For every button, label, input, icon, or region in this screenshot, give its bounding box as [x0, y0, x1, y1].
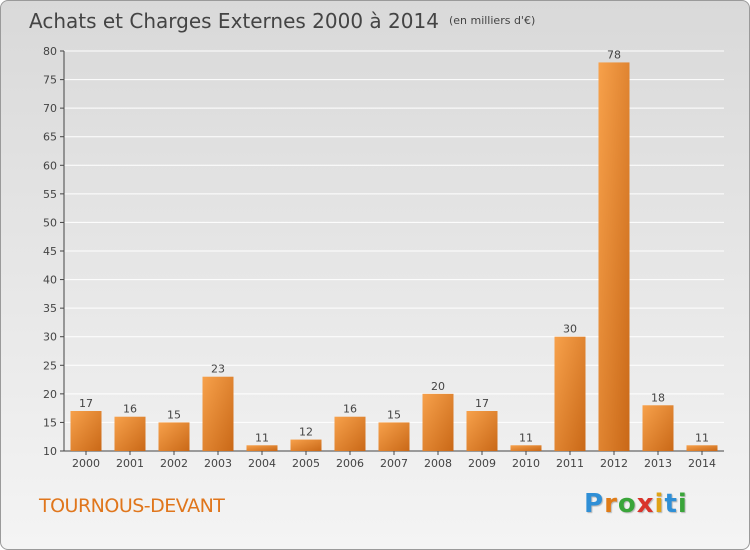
y-tick-label: 20 — [43, 388, 57, 401]
logo-letter: P — [584, 489, 605, 519]
logo-letter: x — [636, 489, 655, 519]
x-tick-label-2014: 2014 — [688, 457, 716, 470]
data-label-2008: 20 — [431, 380, 445, 393]
chart-subtitle: (en milliers d'€) — [448, 14, 536, 27]
y-tick-label: 60 — [43, 159, 57, 172]
y-tick-label: 55 — [43, 188, 57, 201]
bar-2013 — [642, 405, 674, 451]
data-label-2000: 17 — [79, 397, 93, 410]
bar-2007 — [378, 422, 410, 451]
logo-letter: t — [664, 489, 678, 519]
bar-2001 — [114, 416, 146, 451]
bars — [70, 62, 718, 452]
data-label-2010: 11 — [519, 431, 533, 444]
y-tick-label: 45 — [43, 245, 57, 258]
x-tick-label-2001: 2001 — [116, 457, 144, 470]
x-tick-label-2004: 2004 — [248, 457, 276, 470]
bar-2000 — [70, 411, 102, 451]
bar-2012 — [598, 62, 630, 452]
x-tick-label-2005: 2005 — [292, 457, 320, 470]
logo-letter: r — [604, 489, 618, 519]
x-tick-label-2009: 2009 — [468, 457, 496, 470]
y-tick-label: 25 — [43, 359, 57, 372]
logo-letter: i — [654, 489, 665, 519]
y-tick-label: 30 — [43, 331, 57, 344]
x-tick-label-2010: 2010 — [512, 457, 540, 470]
data-label-2007: 15 — [387, 408, 401, 421]
y-tick-label: 65 — [43, 131, 57, 144]
proxiti-logo: Proxiti — [584, 489, 688, 519]
y-tick-label: 15 — [43, 416, 57, 429]
y-tick-label: 80 — [43, 45, 57, 58]
data-label-2002: 15 — [167, 408, 181, 421]
x-tick-label-2002: 2002 — [160, 457, 188, 470]
bar-2014 — [686, 445, 718, 451]
data-label-2011: 30 — [563, 323, 577, 336]
bar-2009 — [466, 411, 498, 451]
data-label-2005: 12 — [299, 426, 313, 439]
x-tick-label-2012: 2012 — [600, 457, 628, 470]
y-tick-label: 50 — [43, 216, 57, 229]
y-tick-label: 35 — [43, 302, 57, 315]
data-label-2014: 11 — [695, 431, 709, 444]
data-label-2006: 16 — [343, 403, 357, 416]
data-label-2004: 11 — [255, 431, 269, 444]
data-label-2003: 23 — [211, 363, 225, 376]
x-tick-label-2013: 2013 — [644, 457, 672, 470]
logo-letter: i — [677, 489, 688, 519]
x-tick-label-2003: 2003 — [204, 457, 232, 470]
x-tick-label-2008: 2008 — [424, 457, 452, 470]
bar-2006 — [334, 416, 366, 451]
bar-2004 — [246, 445, 278, 451]
y-tick-label: 40 — [43, 274, 57, 287]
chart-title: Achats et Charges Externes 2000 à 2014 (e… — [29, 9, 535, 33]
x-tick-label-2011: 2011 — [556, 457, 584, 470]
bar-2003 — [202, 376, 234, 451]
bar-2008 — [422, 393, 454, 451]
x-tick-label-2006: 2006 — [336, 457, 364, 470]
logo-letter: o — [617, 489, 637, 519]
data-label-2012: 78 — [607, 48, 621, 61]
x-tick-label-2007: 2007 — [380, 457, 408, 470]
bar-2011 — [554, 336, 586, 451]
data-label-2001: 16 — [123, 403, 137, 416]
data-labels: 17 16 15 23 11 12 16 15 20 17 11 30 78 18 11 — [79, 48, 709, 444]
y-tick-label: 75 — [43, 74, 57, 87]
bar-2002 — [158, 422, 190, 451]
place-name: TOURNOUS-DEVANT — [39, 495, 225, 517]
data-label-2013: 18 — [651, 391, 665, 404]
y-tick-label: 70 — [43, 102, 57, 115]
data-label-2009: 17 — [475, 397, 489, 410]
bar-2005 — [290, 439, 322, 451]
chart-title-text: Achats et Charges Externes 2000 à 2014 — [29, 9, 439, 33]
bar-2010 — [510, 445, 542, 451]
x-tick-label-2000: 2000 — [72, 457, 100, 470]
y-tick-label: 10 — [43, 445, 57, 458]
